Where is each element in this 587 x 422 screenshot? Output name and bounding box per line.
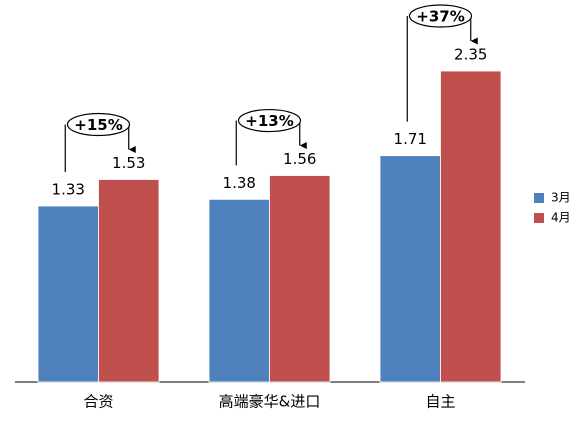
x-tick-label: 合资 [83, 393, 113, 411]
legend-swatch [534, 193, 544, 203]
bar [440, 70, 502, 383]
annotation-ellipse [408, 4, 473, 28]
bar [37, 205, 99, 383]
value-label: 1.38 [223, 174, 256, 192]
x-tick-label: 高端豪华&进口 [219, 393, 321, 411]
bar [208, 198, 270, 383]
value-label: 1.71 [394, 130, 427, 148]
annotation: +13% [245, 112, 293, 130]
annotation: +15% [74, 116, 122, 134]
x-tick-label: 自主 [425, 393, 455, 411]
legend-swatch [534, 213, 544, 223]
bar [269, 175, 331, 383]
value-label: 1.53 [112, 154, 145, 172]
value-label: 2.35 [454, 46, 487, 64]
annotation-ellipse [237, 108, 302, 133]
value-label: 1.33 [52, 180, 85, 198]
bar [98, 179, 160, 383]
annotation-ellipse [66, 112, 131, 137]
annotation: +37% [416, 8, 464, 26]
bar [379, 155, 441, 383]
legend-label: 4月 [551, 211, 571, 225]
value-label: 1.56 [283, 150, 316, 168]
legend-label: 3月 [551, 191, 571, 205]
